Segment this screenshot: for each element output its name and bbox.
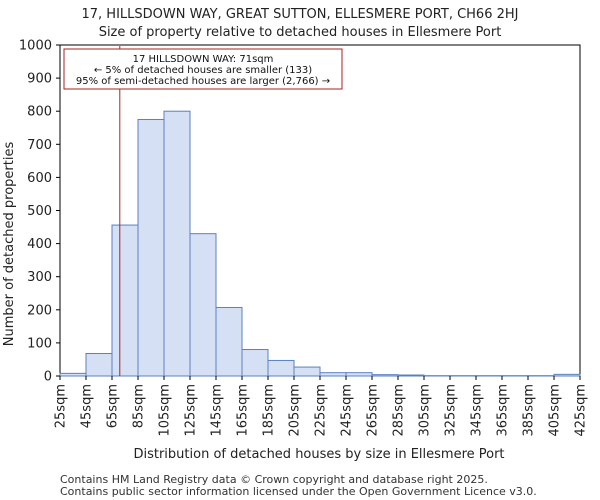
y-tick-label: 800 bbox=[27, 105, 52, 120]
x-tick-label: 385sqm bbox=[522, 384, 537, 437]
y-tick-label: 500 bbox=[27, 204, 52, 219]
x-tick-label: 145sqm bbox=[210, 384, 225, 437]
bars bbox=[59, 110, 581, 377]
histogram-bar bbox=[137, 118, 165, 377]
x-tick-label: 65sqm bbox=[106, 384, 121, 428]
histogram-bar bbox=[371, 374, 399, 377]
x-tick-label: 425sqm bbox=[574, 384, 589, 437]
x-tick-label: 105sqm bbox=[158, 384, 173, 437]
chart-subtitle: Size of property relative to detached ho… bbox=[99, 25, 502, 40]
histogram-bar bbox=[215, 306, 243, 377]
x-tick-label: 325sqm bbox=[444, 384, 459, 437]
chart-title: 17, HILLSDOWN WAY, GREAT SUTTON, ELLESME… bbox=[81, 7, 518, 22]
y-tick-label: 400 bbox=[27, 237, 52, 252]
x-tick-label: 85sqm bbox=[132, 384, 147, 428]
y-axis-label: Number of detached properties bbox=[2, 142, 17, 347]
x-axis-label: Distribution of detached houses by size … bbox=[133, 447, 504, 462]
x-tick-label: 305sqm bbox=[418, 384, 433, 437]
histogram-bar bbox=[241, 349, 269, 377]
footer-line-2: Contains public sector information licen… bbox=[60, 485, 537, 498]
annotation-line: 17 HILLSDOWN WAY: 71sqm bbox=[133, 54, 274, 65]
x-tick-label: 125sqm bbox=[184, 384, 199, 437]
x-tick-label: 245sqm bbox=[340, 384, 355, 437]
histogram-bar bbox=[397, 374, 425, 377]
histogram-bar bbox=[345, 372, 373, 377]
y-tick-label: 1000 bbox=[19, 39, 52, 54]
y-axis: 0 100 200 300 400 500 600 700 800 900 1000 bbox=[19, 39, 60, 385]
x-tick-label: 45sqm bbox=[80, 384, 95, 428]
annotation-box bbox=[63, 48, 343, 90]
annotation-line: ← 5% of detached houses are smaller (133… bbox=[94, 65, 312, 76]
property-marker: 17 HILLSDOWN WAY: 71sqm← 5% of detached … bbox=[63, 46, 343, 376]
histogram-bar bbox=[319, 372, 347, 377]
y-tick-label: 0 bbox=[44, 370, 52, 385]
x-axis: 25sqm 45sqm 65sqm 85sqm 105sqm 125sqm 145sqm 16… bbox=[54, 376, 589, 437]
histogram-bar bbox=[59, 372, 87, 377]
y-tick-label: 700 bbox=[27, 138, 52, 153]
y-tick-label: 200 bbox=[27, 303, 52, 318]
footer-line-1: Contains HM Land Registry data © Crown c… bbox=[60, 473, 488, 486]
x-tick-label: 205sqm bbox=[288, 384, 303, 437]
histogram-bar bbox=[189, 233, 217, 377]
x-tick-label: 185sqm bbox=[262, 384, 277, 437]
y-tick-label: 900 bbox=[27, 72, 52, 87]
y-tick-label: 300 bbox=[27, 270, 52, 285]
histogram-bar bbox=[85, 352, 113, 377]
x-tick-label: 345sqm bbox=[470, 384, 485, 437]
x-tick-label: 285sqm bbox=[392, 384, 407, 437]
x-tick-label: 405sqm bbox=[548, 384, 563, 437]
histogram-bar bbox=[553, 373, 581, 377]
x-tick-label: 225sqm bbox=[314, 384, 329, 437]
histogram-bar bbox=[293, 366, 321, 377]
x-tick-label: 165sqm bbox=[236, 384, 251, 437]
histogram-bar bbox=[111, 224, 139, 377]
histogram-bar bbox=[163, 110, 191, 377]
y-tick-label: 600 bbox=[27, 171, 52, 186]
x-tick-label: 25sqm bbox=[54, 384, 69, 428]
annotation-line: 95% of semi-detached houses are larger (… bbox=[76, 76, 330, 87]
histogram-bar bbox=[267, 359, 295, 377]
x-tick-label: 365sqm bbox=[496, 384, 511, 437]
x-tick-label: 265sqm bbox=[366, 384, 381, 437]
y-tick-label: 100 bbox=[27, 336, 52, 351]
